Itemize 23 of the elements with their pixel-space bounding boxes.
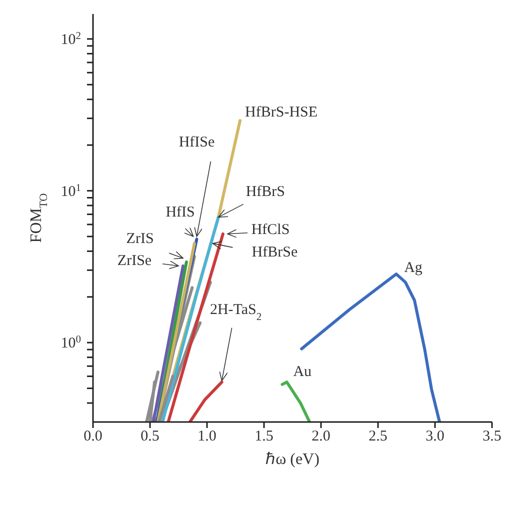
annotation: Au [293,364,312,380]
x-tick-label: 2.5 [368,428,388,445]
annotation: 2H-TaS$_{2}$ [210,302,262,322]
annotation: HfClS [251,222,290,238]
y-tick-label: 10$^{0}$ [60,334,81,352]
annotation: HfBrS-HSE [245,104,318,121]
x-tick-label: 3.5 [482,428,502,445]
annotation: HfBrSe [252,244,298,260]
x-tick-label: 0.0 [84,428,102,445]
y-tick-label: 10$^{2}$ [60,30,81,48]
x-tick-label: 1.5 [254,428,274,445]
annotation: HfIS [166,204,195,220]
x-axis-title: ℏω (eV) [266,451,320,468]
x-tick-label: 2.0 [312,428,330,445]
annotation: HfBrS [246,184,285,200]
annotation: ZrISe [117,252,152,269]
y-tick-label: 10$^{1}$ [60,182,81,200]
annotation: ZrIS [126,231,154,248]
annotation: HfISe [178,134,215,150]
x-tick-label: 0.5 [140,428,160,445]
annotation: Ag [404,260,423,276]
x-tick-label: 1.0 [198,428,216,445]
x-tick-label: 3.0 [426,428,444,445]
